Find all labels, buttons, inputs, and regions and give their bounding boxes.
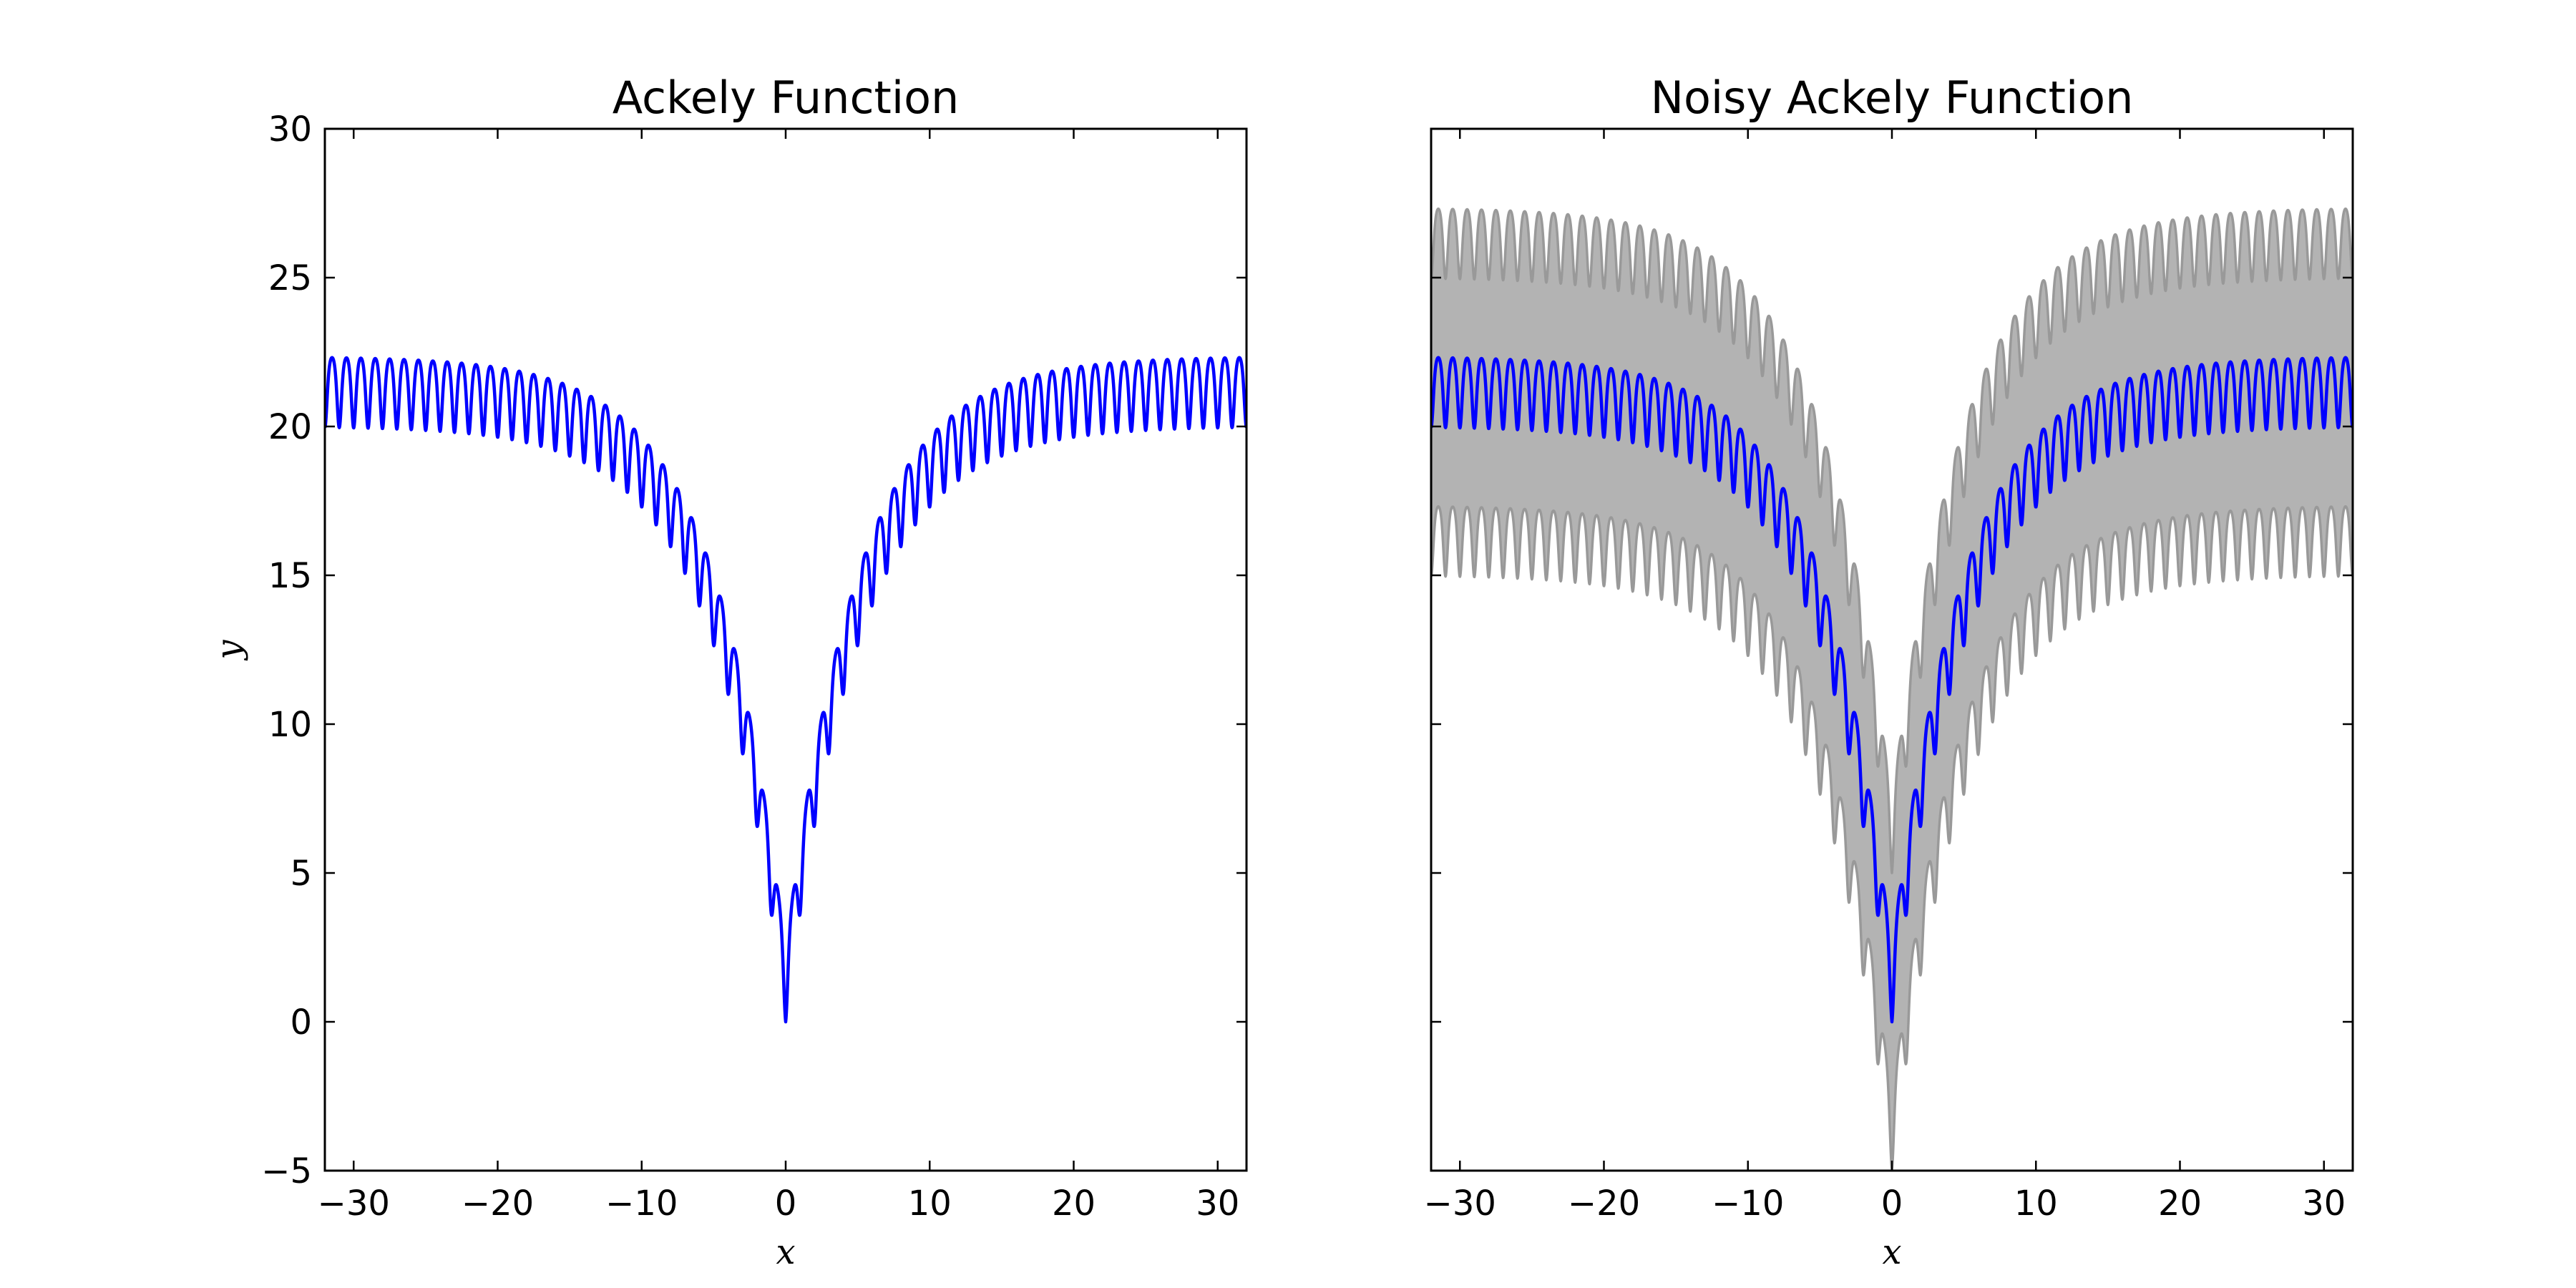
ackley-x-tick-label: −10	[605, 1184, 678, 1224]
ackley-panel: −30 −20 −10 0 10 20 30 −5 0 5 10 15 20 25 30 Ackely Fu…	[209, 72, 1248, 1272]
ackley-x-tick-label: 20	[1052, 1184, 1096, 1224]
ackley-x-tick-label: 0	[775, 1184, 797, 1224]
ackley-x-tick-label: −30	[318, 1184, 390, 1224]
ackley-x-tick-label: 30	[1196, 1184, 1239, 1224]
noisy-ackley-x-tick-label: 20	[2158, 1184, 2202, 1224]
noisy-ackley-x-tick-label: 0	[1881, 1184, 1903, 1224]
ackley-x-tick-label: −20	[462, 1184, 534, 1224]
noisy-ackley-panel: −30 −20 −10 0 10 20 30 Noisy Ackely Function x	[1424, 72, 2354, 1272]
ackley-y-tick-label: −5	[261, 1151, 312, 1191]
ackley-ticks: −30 −20 −10 0 10 20 30 −5 0 5 10 15 20 25 30	[261, 109, 1246, 1224]
ackley-y-tick-label: 30	[268, 109, 312, 150]
noisy-ackley-series-line	[1431, 356, 2353, 1024]
noisy-ackley-title: Noisy Ackely Function	[1651, 72, 2134, 124]
noisy-ackley-x-axis-label: x	[1882, 1232, 1901, 1272]
noisy-ackley-x-tick-label: −30	[1424, 1184, 1496, 1224]
ackley-x-tick-label: 10	[908, 1184, 952, 1224]
noisy-ackley-ticks: −30 −20 −10 0 10 20 30	[1424, 127, 2353, 1224]
noisy-ackley-x-tick-label: −10	[1712, 1184, 1784, 1224]
ackley-y-tick-label: 20	[268, 407, 312, 447]
ackley-y-tick-label: 5	[290, 854, 312, 894]
ackley-series-line	[325, 356, 1246, 1024]
ackley-y-tick-label: 15	[268, 556, 312, 596]
ackley-y-tick-label: 10	[268, 705, 312, 745]
ackley-y-tick-label: 0	[290, 1002, 312, 1043]
ackley-x-axis-label: x	[776, 1232, 795, 1272]
noisy-ackley-x-tick-label: 30	[2302, 1184, 2346, 1224]
ackley-y-axis-label: y	[209, 640, 249, 661]
noisy-ackley-x-tick-label: −20	[1568, 1184, 1640, 1224]
noisy-ackley-plot-area	[1431, 208, 2353, 1171]
noisy-ackley-x-tick-label: 10	[2014, 1184, 2058, 1224]
ackley-plot-area	[325, 356, 1246, 1024]
ackley-y-tick-label: 25	[268, 258, 312, 298]
ackley-title: Ackely Function	[613, 72, 960, 124]
